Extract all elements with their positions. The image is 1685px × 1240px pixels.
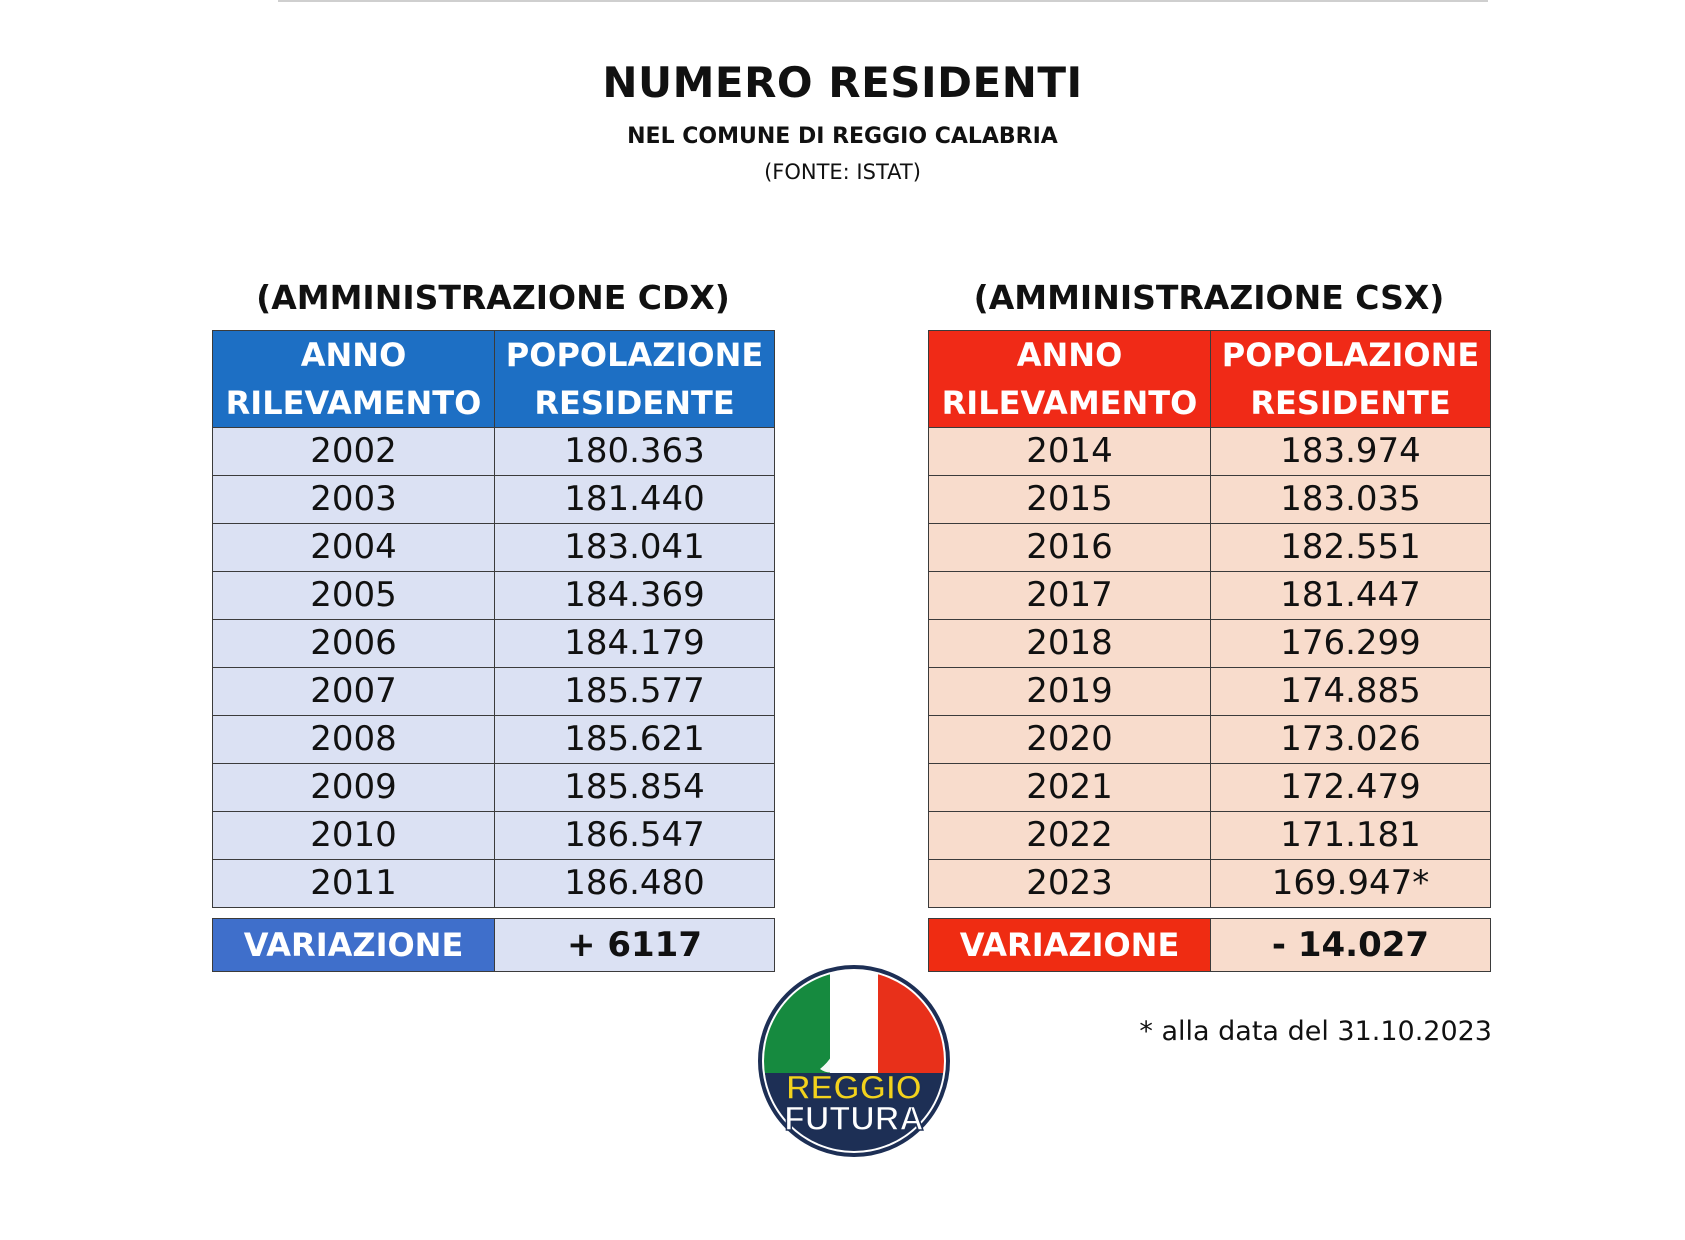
year-cell: 2007: [212, 667, 495, 716]
table-row: 2019 174.885: [928, 667, 1491, 716]
csx-col-year-header: ANNO RILEVAMENTO: [928, 330, 1211, 428]
population-cell: 186.480: [494, 859, 775, 908]
csx-section: (AMMINISTRAZIONE CSX) ANNO RILEVAMENTO P…: [928, 275, 1491, 972]
year-cell: 2022: [928, 811, 1211, 860]
top-divider: [278, 0, 1488, 2]
table-row: 2011 186.480: [212, 859, 775, 908]
logo-emblem: REGGIO FUTURA: [758, 965, 950, 1157]
population-cell: 169.947*: [1210, 859, 1491, 908]
table-row: 2023 169.947*: [928, 859, 1491, 908]
population-cell: 182.551: [1210, 523, 1491, 572]
table-row: 2018 176.299: [928, 619, 1491, 668]
population-cell: 185.621: [494, 715, 775, 764]
population-cell: 181.447: [1210, 571, 1491, 620]
population-cell: 176.299: [1210, 619, 1491, 668]
year-cell: 2005: [212, 571, 495, 620]
year-cell: 2019: [928, 667, 1211, 716]
year-cell: 2006: [212, 619, 495, 668]
cdx-col-pop-line2: RESIDENTE: [534, 384, 735, 422]
csx-heading: (AMMINISTRAZIONE CSX): [973, 278, 1445, 317]
table-row: 2002 180.363: [212, 427, 775, 476]
table-row: 2020 173.026: [928, 715, 1491, 764]
population-cell: 185.577: [494, 667, 775, 716]
cdx-table: ANNO RILEVAMENTO POPOLAZIONE RESIDENTE 2…: [212, 330, 775, 908]
table-row: 2022 171.181: [928, 811, 1491, 860]
cdx-variation-table: VARIAZIONE + 6117: [212, 918, 775, 972]
page-subtitle: NEL COMUNE DI REGGIO CALABRIA: [627, 124, 1058, 149]
cdx-header-row: ANNO RILEVAMENTO POPOLAZIONE RESIDENTE: [212, 330, 775, 428]
year-cell: 2014: [928, 427, 1211, 476]
population-cell: 184.179: [494, 619, 775, 668]
population-cell: 180.363: [494, 427, 775, 476]
table-row: 2014 183.974: [928, 427, 1491, 476]
data-source: (FONTE: ISTAT): [764, 160, 921, 184]
cdx-col-pop-header: POPOLAZIONE RESIDENTE: [494, 330, 775, 428]
population-cell: 183.035: [1210, 475, 1491, 524]
csx-col-year-line1: ANNO: [1016, 336, 1123, 374]
year-cell: 2018: [928, 619, 1211, 668]
table-row: 2015 183.035: [928, 475, 1491, 524]
table-row: 2021 172.479: [928, 763, 1491, 812]
year-cell: 2008: [212, 715, 495, 764]
cdx-section: (AMMINISTRAZIONE CDX) ANNO RILEVAMENTO P…: [212, 275, 775, 972]
cdx-variation-row: VARIAZIONE + 6117: [212, 918, 775, 972]
population-cell: 174.885: [1210, 667, 1491, 716]
csx-col-pop-header: POPOLAZIONE RESIDENTE: [1210, 330, 1491, 428]
table-row: 2003 181.440: [212, 475, 775, 524]
population-cell: 183.041: [494, 523, 775, 572]
csx-col-year-line2: RILEVAMENTO: [941, 384, 1198, 422]
year-cell: 2015: [928, 475, 1211, 524]
year-cell: 2020: [928, 715, 1211, 764]
table-row: 2008 185.621: [212, 715, 775, 764]
population-cell: 173.026: [1210, 715, 1491, 764]
csx-variation-label: VARIAZIONE: [928, 918, 1211, 972]
logo-text-line2: FUTURA: [784, 1100, 924, 1138]
table-row: 2016 182.551: [928, 523, 1491, 572]
population-cell: 181.440: [494, 475, 775, 524]
year-cell: 2023: [928, 859, 1211, 908]
csx-col-pop-line2: RESIDENTE: [1250, 384, 1451, 422]
year-cell: 2003: [212, 475, 495, 524]
table-row: 2009 185.854: [212, 763, 775, 812]
page-title: NUMERO RESIDENTI: [602, 58, 1083, 107]
table-row: 2010 186.547: [212, 811, 775, 860]
population-cell: 172.479: [1210, 763, 1491, 812]
table-row: 2007 185.577: [212, 667, 775, 716]
cdx-col-pop-line1: POPOLAZIONE: [505, 336, 764, 374]
year-cell: 2010: [212, 811, 495, 860]
cdx-variation-label: VARIAZIONE: [212, 918, 495, 972]
csx-table: ANNO RILEVAMENTO POPOLAZIONE RESIDENTE 2…: [928, 330, 1491, 908]
reggio-futura-logo: REGGIO FUTURA: [758, 965, 950, 1157]
cdx-heading: (AMMINISTRAZIONE CDX): [256, 278, 730, 317]
csx-variation-table: VARIAZIONE - 14.027: [928, 918, 1491, 972]
table-row: 2017 181.447: [928, 571, 1491, 620]
year-cell: 2009: [212, 763, 495, 812]
logo-text-line1: REGGIO: [786, 1069, 922, 1107]
year-cell: 2004: [212, 523, 495, 572]
cdx-col-year-line2: RILEVAMENTO: [225, 384, 482, 422]
table-row: 2006 184.179: [212, 619, 775, 668]
cdx-col-year-header: ANNO RILEVAMENTO: [212, 330, 495, 428]
year-cell: 2017: [928, 571, 1211, 620]
population-cell: 185.854: [494, 763, 775, 812]
csx-header-row: ANNO RILEVAMENTO POPOLAZIONE RESIDENTE: [928, 330, 1491, 428]
year-cell: 2002: [212, 427, 495, 476]
table-row: 2004 183.041: [212, 523, 775, 572]
csx-variation-value: - 14.027: [1210, 918, 1491, 972]
csx-separator: [928, 908, 1490, 918]
cdx-separator: [212, 908, 774, 918]
population-cell: 171.181: [1210, 811, 1491, 860]
year-cell: 2021: [928, 763, 1211, 812]
csx-variation-row: VARIAZIONE - 14.027: [928, 918, 1491, 972]
population-cell: 183.974: [1210, 427, 1491, 476]
cdx-variation-value: + 6117: [494, 918, 775, 972]
cdx-col-year-line1: ANNO: [300, 336, 407, 374]
population-cell: 184.369: [494, 571, 775, 620]
year-cell: 2011: [212, 859, 495, 908]
population-cell: 186.547: [494, 811, 775, 860]
footnote: * alla data del 31.10.2023: [1139, 1016, 1492, 1047]
year-cell: 2016: [928, 523, 1211, 572]
table-row: 2005 184.369: [212, 571, 775, 620]
csx-col-pop-line1: POPOLAZIONE: [1221, 336, 1480, 374]
